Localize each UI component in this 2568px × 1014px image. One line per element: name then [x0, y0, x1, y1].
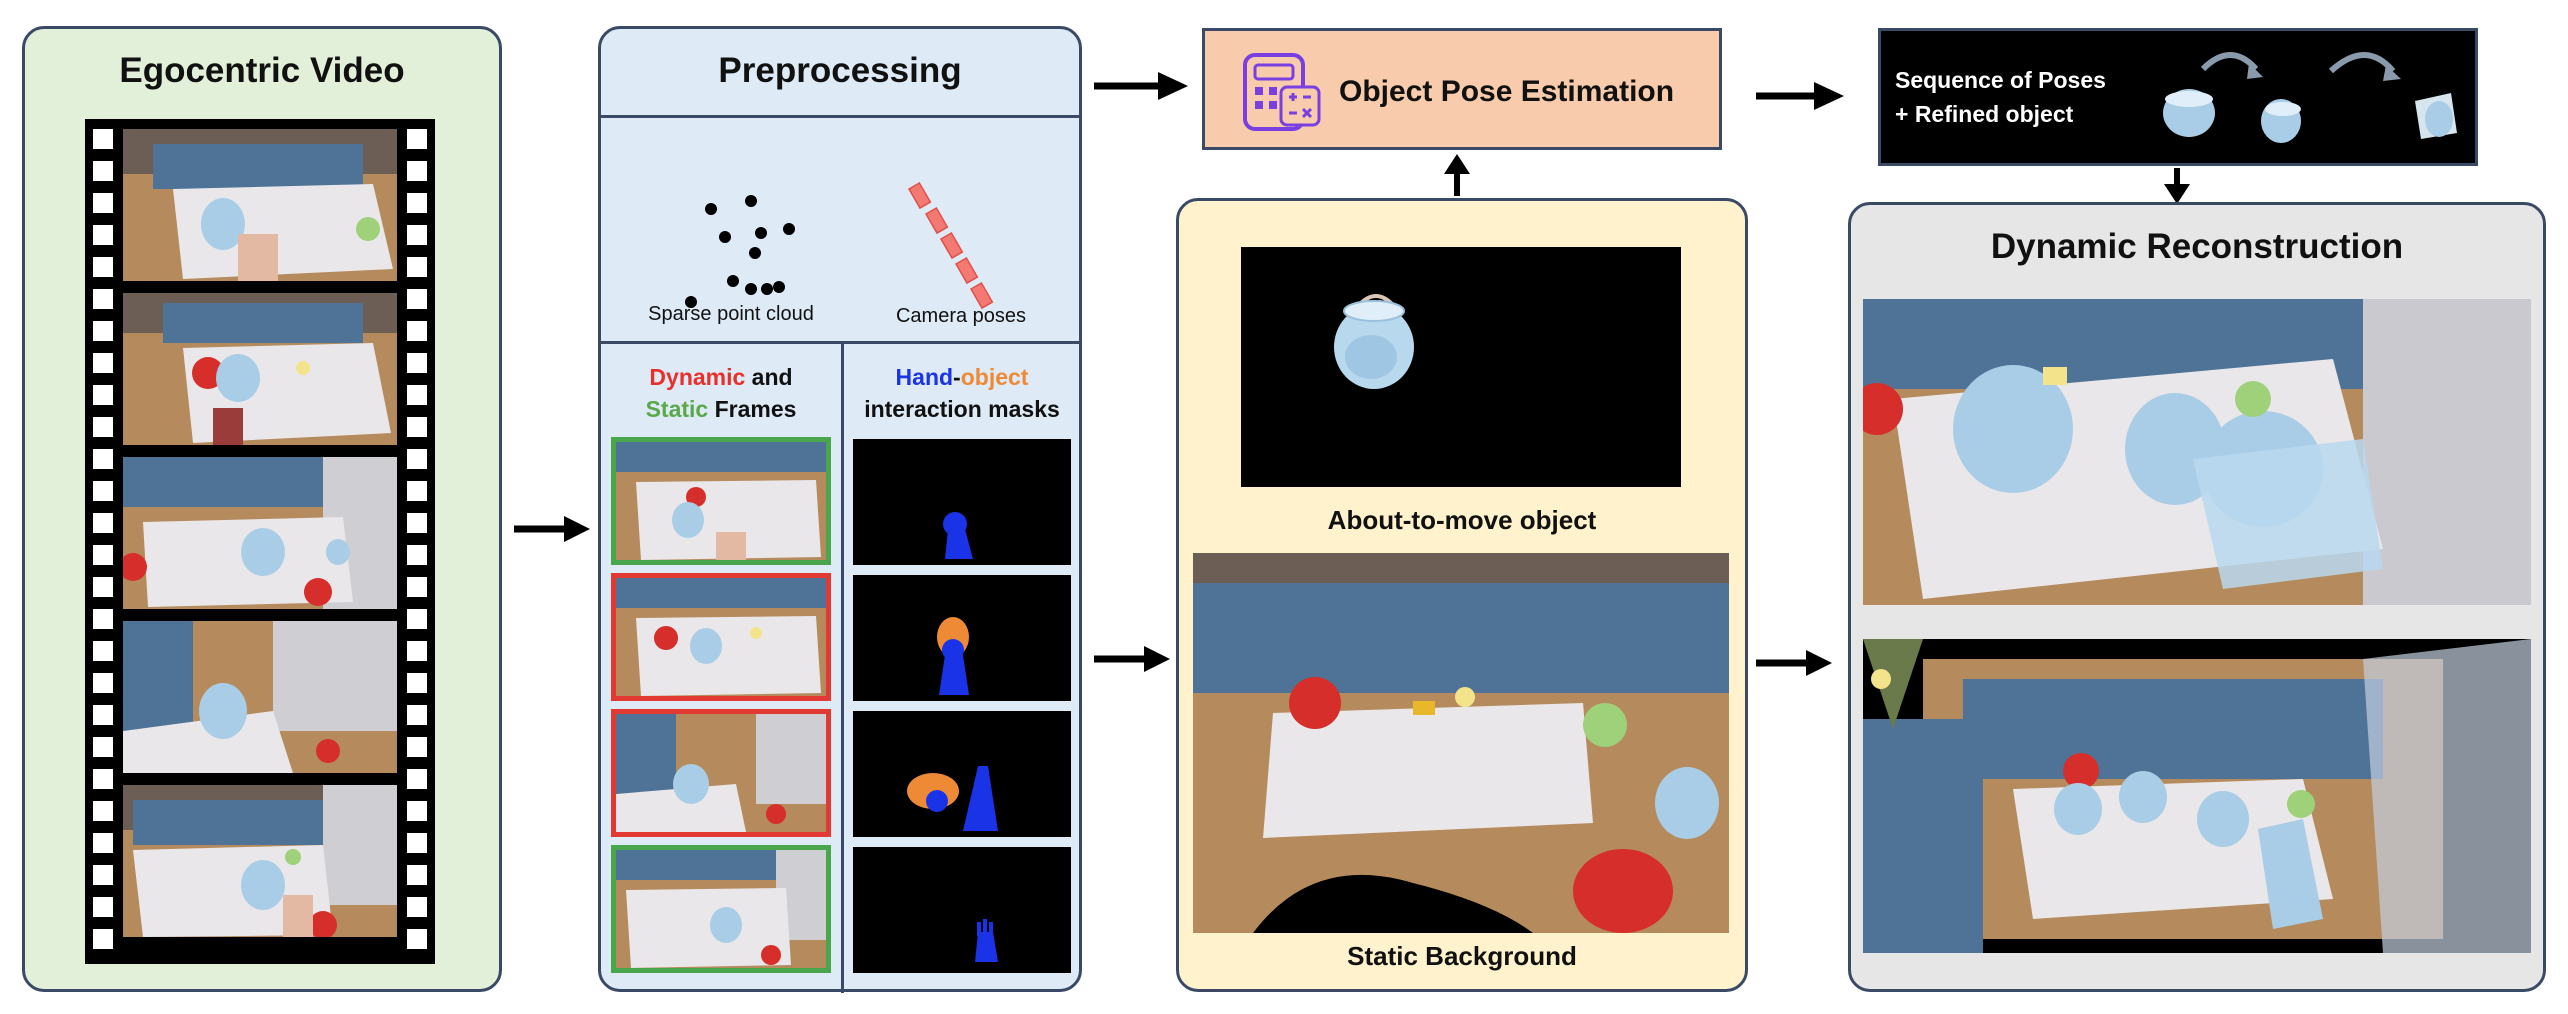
frames-word: Frames	[708, 396, 797, 422]
film-strip	[85, 119, 435, 964]
egocentric-video-panel: Egocentric Video	[22, 26, 502, 992]
hand-object-masks-heading: Hand-object interaction masks	[843, 361, 1081, 425]
static-background-label: Static Background	[1347, 941, 1577, 971]
video-frame-4	[123, 621, 397, 773]
dash-word: -	[953, 364, 961, 390]
video-frame-2	[123, 293, 397, 445]
arrow-sequence-to-reconstruction	[2164, 168, 2190, 204]
interaction-mask-1	[853, 439, 1071, 565]
dynamic-reconstruction-title: Dynamic Reconstruction	[1990, 227, 2404, 266]
calculator-icon	[1243, 53, 1321, 131]
sequence-of-poses-box: Sequence of Poses + Refined object	[1878, 28, 2478, 166]
static-word: Static	[645, 396, 709, 422]
arrow-video-to-preprocessing	[514, 516, 590, 542]
video-frame-1	[123, 129, 397, 281]
interaction-mask-3	[853, 711, 1071, 837]
dynamic-reconstruction-panel: Dynamic Reconstruction	[1848, 202, 2546, 992]
camera-poses-label: Camera poses	[895, 305, 1027, 327]
classified-frame-4	[611, 845, 831, 973]
hand-word: Hand	[895, 364, 954, 390]
sparse-point-cloud-icon	[685, 195, 795, 308]
interaction-mask-2	[853, 575, 1071, 701]
and-word: and	[745, 364, 793, 390]
video-frame-3	[123, 457, 397, 609]
object-pose-estimation-label: Object Pose Estimation	[1339, 75, 1675, 108]
camera-poses-icon	[907, 181, 994, 310]
reconstruction-render-1	[1863, 299, 2531, 605]
about-to-move-object-image	[1241, 247, 1681, 487]
sparse-point-cloud-label: Sparse point cloud	[648, 303, 814, 325]
arrow-middle-to-pose	[1444, 154, 1470, 196]
reconstruction-render-2	[1863, 639, 2531, 953]
static-background-image	[1193, 553, 1729, 933]
preprocessing-title: Preprocessing	[718, 51, 962, 90]
arrow-preprocessing-to-pose	[1094, 72, 1188, 100]
object-background-panel: About-to-move object Static Background	[1176, 198, 1748, 992]
arrow-preprocessing-to-middle	[1094, 646, 1170, 672]
pose-sequence-visual	[2163, 52, 2457, 143]
sequence-line-1: Sequence of Poses	[1895, 67, 2106, 93]
interaction-masks-word: interaction masks	[864, 396, 1060, 422]
about-to-move-object-label: About-to-move object	[1327, 505, 1597, 535]
dynamic-word: Dynamic	[649, 364, 746, 390]
preprocessing-panel: Preprocessing Sparse point cloud Camera …	[598, 26, 1082, 993]
preprocessing-divider-mid	[601, 341, 1079, 344]
egocentric-video-title: Egocentric Video	[119, 51, 405, 90]
classified-frame-3	[611, 709, 831, 837]
interaction-mask-4	[853, 847, 1071, 973]
video-frame-5	[123, 785, 397, 937]
preprocessing-divider-vertical	[841, 341, 844, 993]
film-sprocket-holes	[93, 129, 427, 949]
dynamic-static-frames-heading: Dynamic and Static Frames	[601, 361, 841, 425]
object-pose-estimation-box: Object Pose Estimation	[1202, 28, 1722, 150]
arrow-middle-to-reconstruction	[1756, 650, 1832, 676]
arrow-pose-to-sequence	[1756, 82, 1844, 110]
preprocessing-divider-top	[601, 115, 1079, 118]
sequence-line-2: + Refined object	[1895, 101, 2074, 127]
classified-frame-1	[611, 437, 831, 565]
object-word: object	[960, 364, 1029, 390]
classified-frame-2	[611, 573, 831, 701]
